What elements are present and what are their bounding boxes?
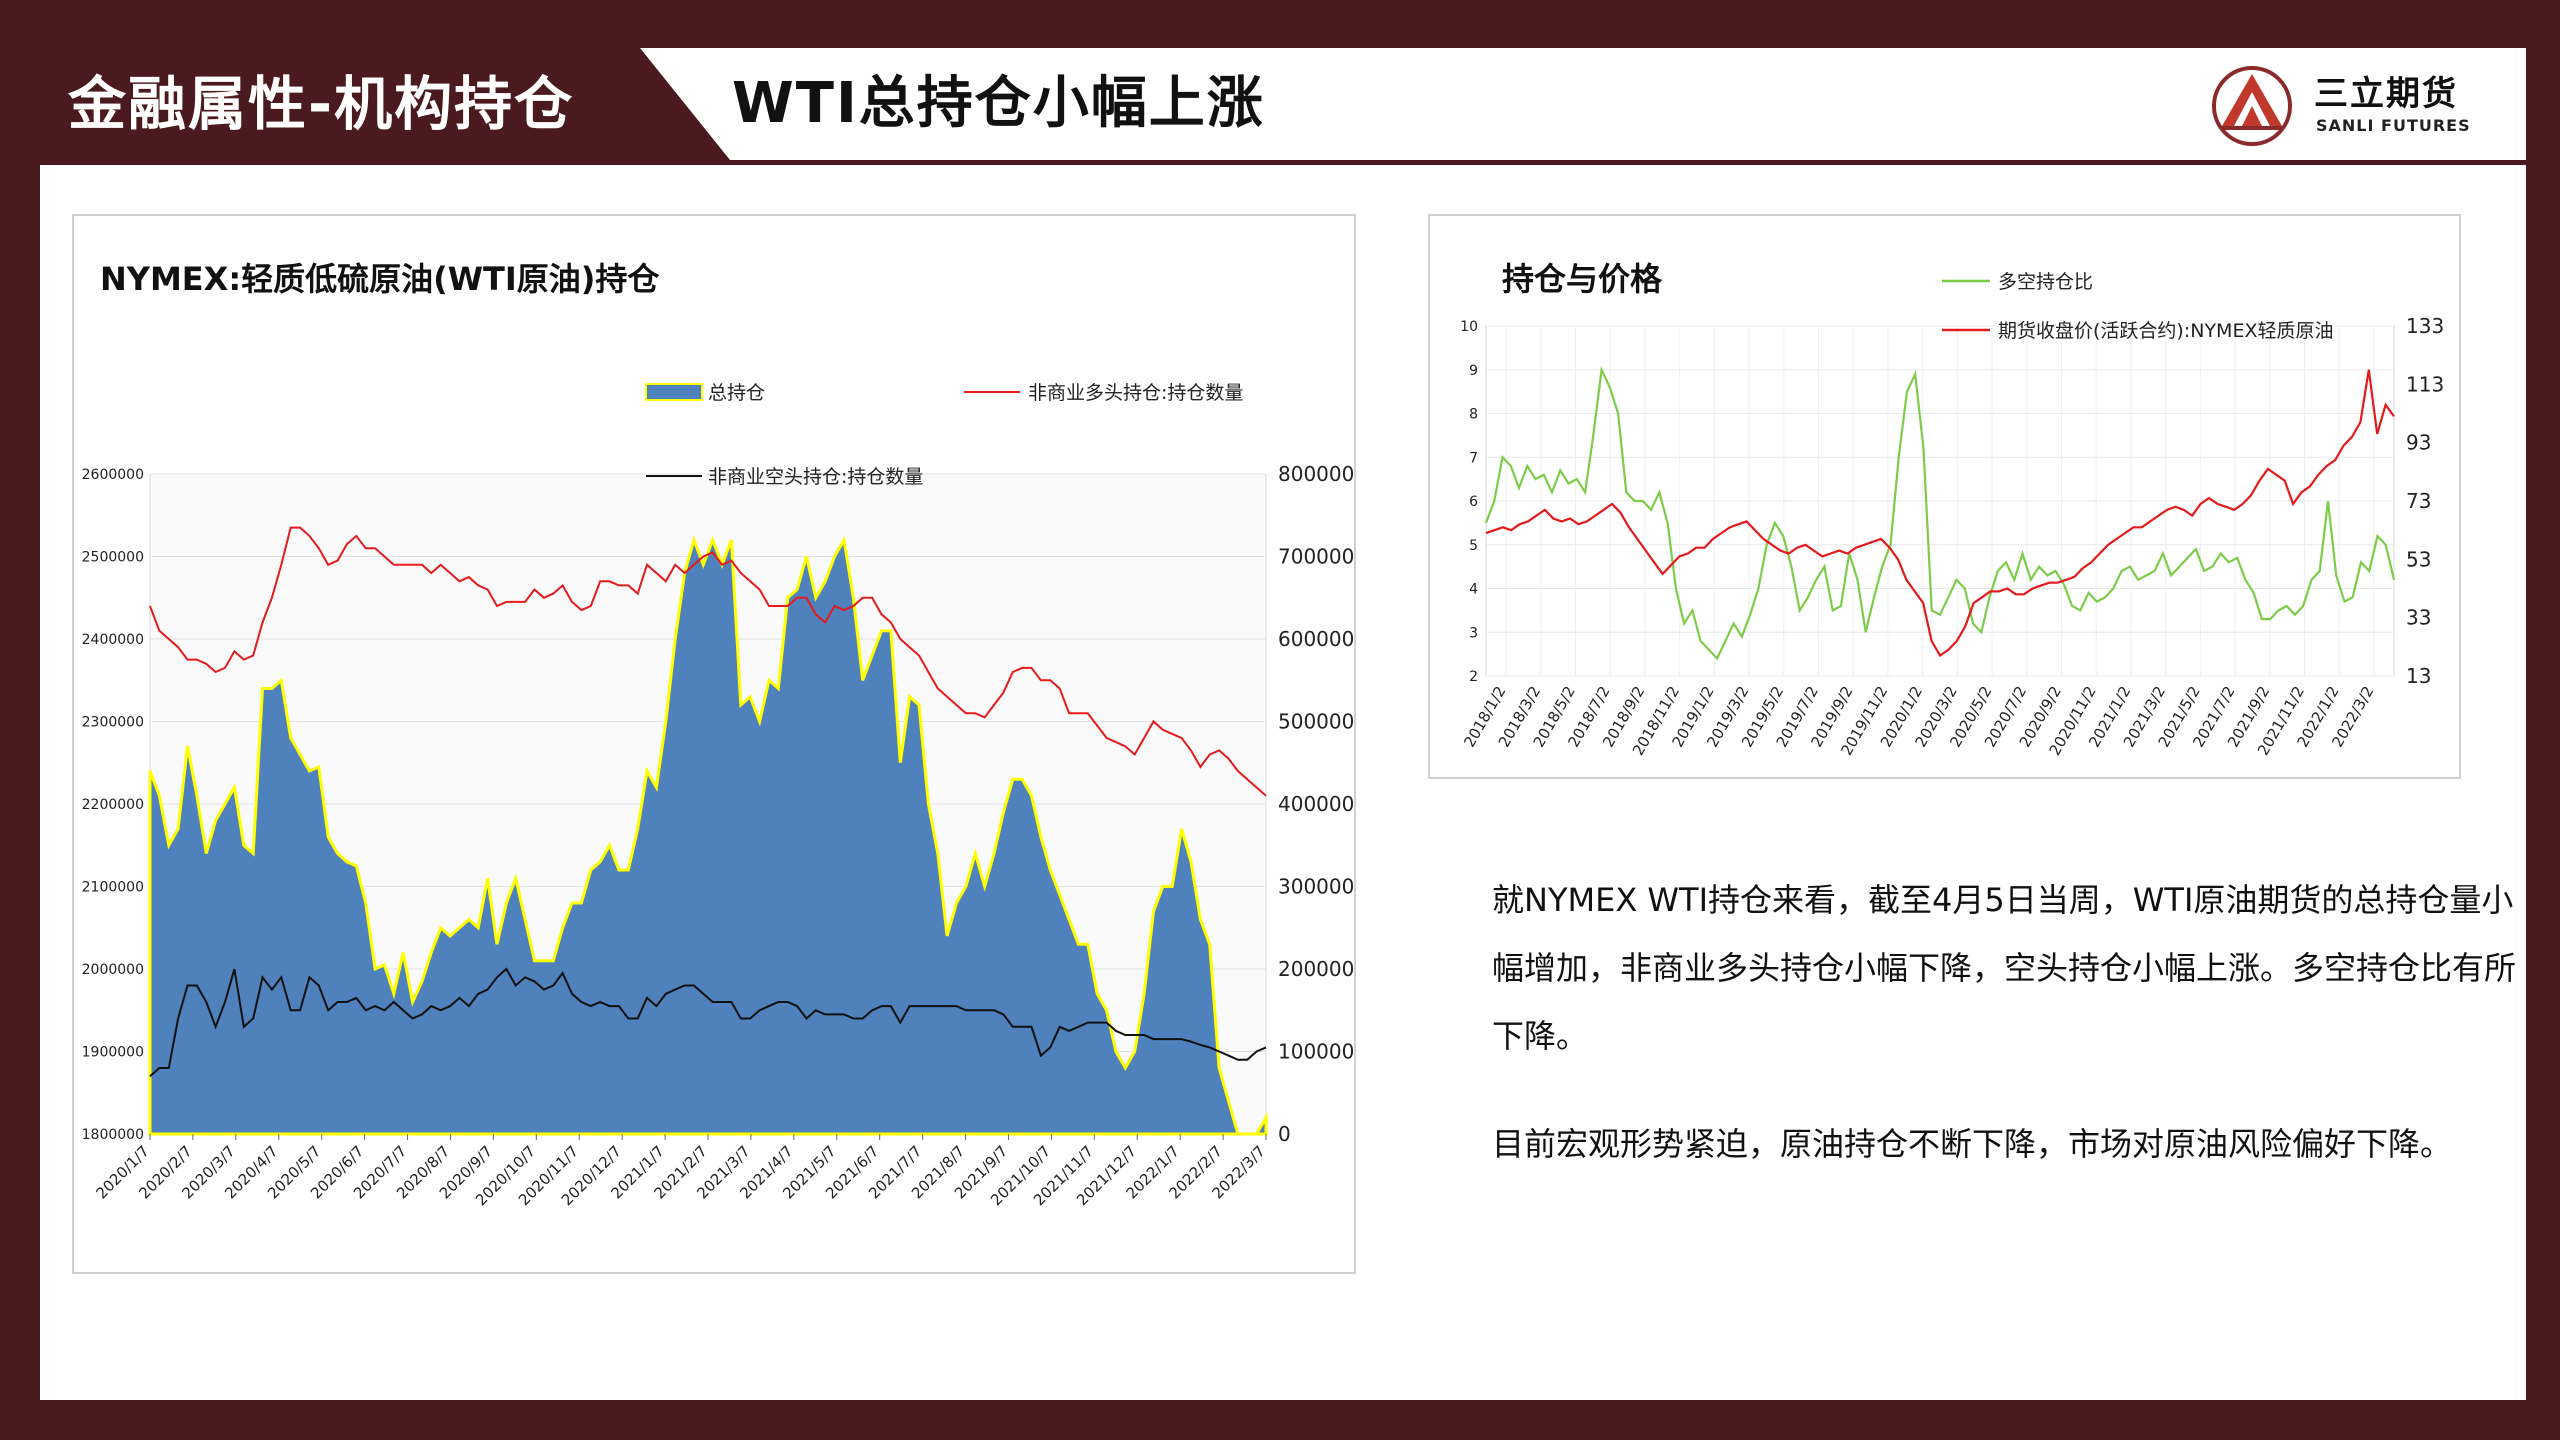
logo-subtitle: SANLI FUTURES xyxy=(2316,116,2471,135)
legend-swatch-total xyxy=(645,383,703,401)
y-right-tick-label: 33 xyxy=(2406,606,2431,630)
y-left-tick-label: 4 xyxy=(1469,582,1478,598)
total-positions-area xyxy=(148,535,1268,1136)
page-title: WTI总持仓小幅上涨 xyxy=(732,71,1265,136)
header-band: 金融属性-机构持仓 WTI总持仓小幅上涨 三立期货 SANLI FUTURES xyxy=(40,48,2526,165)
chart-title: 持仓与价格 xyxy=(1502,260,1663,298)
y-right-tick-label: 800000 xyxy=(1278,462,1354,486)
y-right-tick-label: 13 xyxy=(2406,664,2431,688)
y-left-tick-label: 5 xyxy=(1469,538,1478,554)
legend-label: 非商业多头持仓:持仓数量 xyxy=(1028,382,1243,404)
y-left-tick-label: 10 xyxy=(1460,319,1478,335)
y-left-tick-label: 2400000 xyxy=(82,632,144,648)
y-right-tick-label: 300000 xyxy=(1278,875,1354,899)
commentary-paragraph: 目前宏观形势紧迫，原油持仓不断下降，市场对原油风险偏好下降。 xyxy=(1492,1125,2453,1163)
y-right-tick-label: 53 xyxy=(2406,547,2431,571)
commentary-paragraph: 就NYMEX WTI持仓来看，截至4月5日当周，WTI原油期货的总持仓量小幅增加… xyxy=(1492,881,2517,1055)
y-left-tick-label: 2300000 xyxy=(82,715,144,731)
legend-label: 非商业空头持仓:持仓数量 xyxy=(708,466,923,488)
y-left-tick-label: 9 xyxy=(1469,363,1478,379)
y-left-tick-label: 2000000 xyxy=(82,962,144,978)
ratio-price-chart-panel: 持仓与价格 2 3 4 5 6 7 8 9 10 13 33 53 73 93 113 133 2018/1/2… xyxy=(1428,214,2461,779)
y-left-tick-label: 2600000 xyxy=(82,467,144,483)
noncommercial-long-line xyxy=(149,526,1267,797)
y-right-tick-label: 700000 xyxy=(1278,545,1354,569)
y-right-tick-label: 500000 xyxy=(1278,710,1354,734)
y-left-tick-label: 7 xyxy=(1469,450,1478,466)
chart-title: NYMEX:轻质低硫原油(WTI原油)持仓 xyxy=(100,260,660,298)
commentary: 就NYMEX WTI持仓来看，截至4月5日当周，WTI原油期货的总持仓量小幅增加… xyxy=(1492,866,2522,1218)
mountain-logo-icon xyxy=(2212,66,2292,146)
y-left-tick-label: 1900000 xyxy=(82,1045,144,1061)
wti-positions-chart-panel: NYMEX:轻质低硫原油(WTI原油)持仓 1800000 1900000 2000… xyxy=(72,214,1356,1274)
section-title: 金融属性-机构持仓 xyxy=(40,48,730,160)
y-right-tick-label: 200000 xyxy=(1278,957,1354,981)
legend-label: 期货收盘价(活跃合约):NYMEX轻质原油 xyxy=(1998,320,2333,342)
legend-label: 多空持仓比 xyxy=(1998,271,2093,293)
y-right-tick-label: 100000 xyxy=(1278,1040,1354,1064)
noncommercial-short-line xyxy=(149,967,1267,1078)
y-right-tick-label: 73 xyxy=(2406,489,2431,513)
y-left-tick-label: 2 xyxy=(1469,669,1478,685)
y-left-tick-label: 2500000 xyxy=(82,550,144,566)
y-right-tick-label: 113 xyxy=(2406,372,2444,396)
y-left-tick-label: 8 xyxy=(1469,407,1478,423)
logo-name: 三立期货 xyxy=(2314,74,2458,114)
legend-label: 总持仓 xyxy=(708,382,765,404)
wti-positions-chart: 1800000190000020000002100000220000023000… xyxy=(82,382,1354,1209)
y-right-tick-label: 600000 xyxy=(1278,627,1354,651)
slide: 金融属性-机构持仓 WTI总持仓小幅上涨 三立期货 SANLI FUTURES … xyxy=(40,48,2526,1400)
y-right-tick-label: 400000 xyxy=(1278,792,1354,816)
y-right-tick-label: 0 xyxy=(1278,1122,1291,1146)
y-left-tick-label: 2200000 xyxy=(82,797,144,813)
wti-close-price-line xyxy=(1485,369,2395,658)
y-left-tick-label: 1800000 xyxy=(82,1127,144,1143)
y-right-tick-label: 93 xyxy=(2406,431,2431,455)
y-left-tick-label: 3 xyxy=(1469,625,1478,641)
long-short-ratio-line xyxy=(1484,365,2396,661)
y-left-tick-label: 2100000 xyxy=(82,880,144,896)
y-right-tick-label: 133 xyxy=(2406,314,2444,338)
y-left-tick-label: 6 xyxy=(1469,494,1478,510)
ratio-price-chart: 234567891013335373931131332018/1/22018/3… xyxy=(1460,271,2444,759)
sanli-logo: 三立期货 SANLI FUTURES xyxy=(2208,60,2508,150)
